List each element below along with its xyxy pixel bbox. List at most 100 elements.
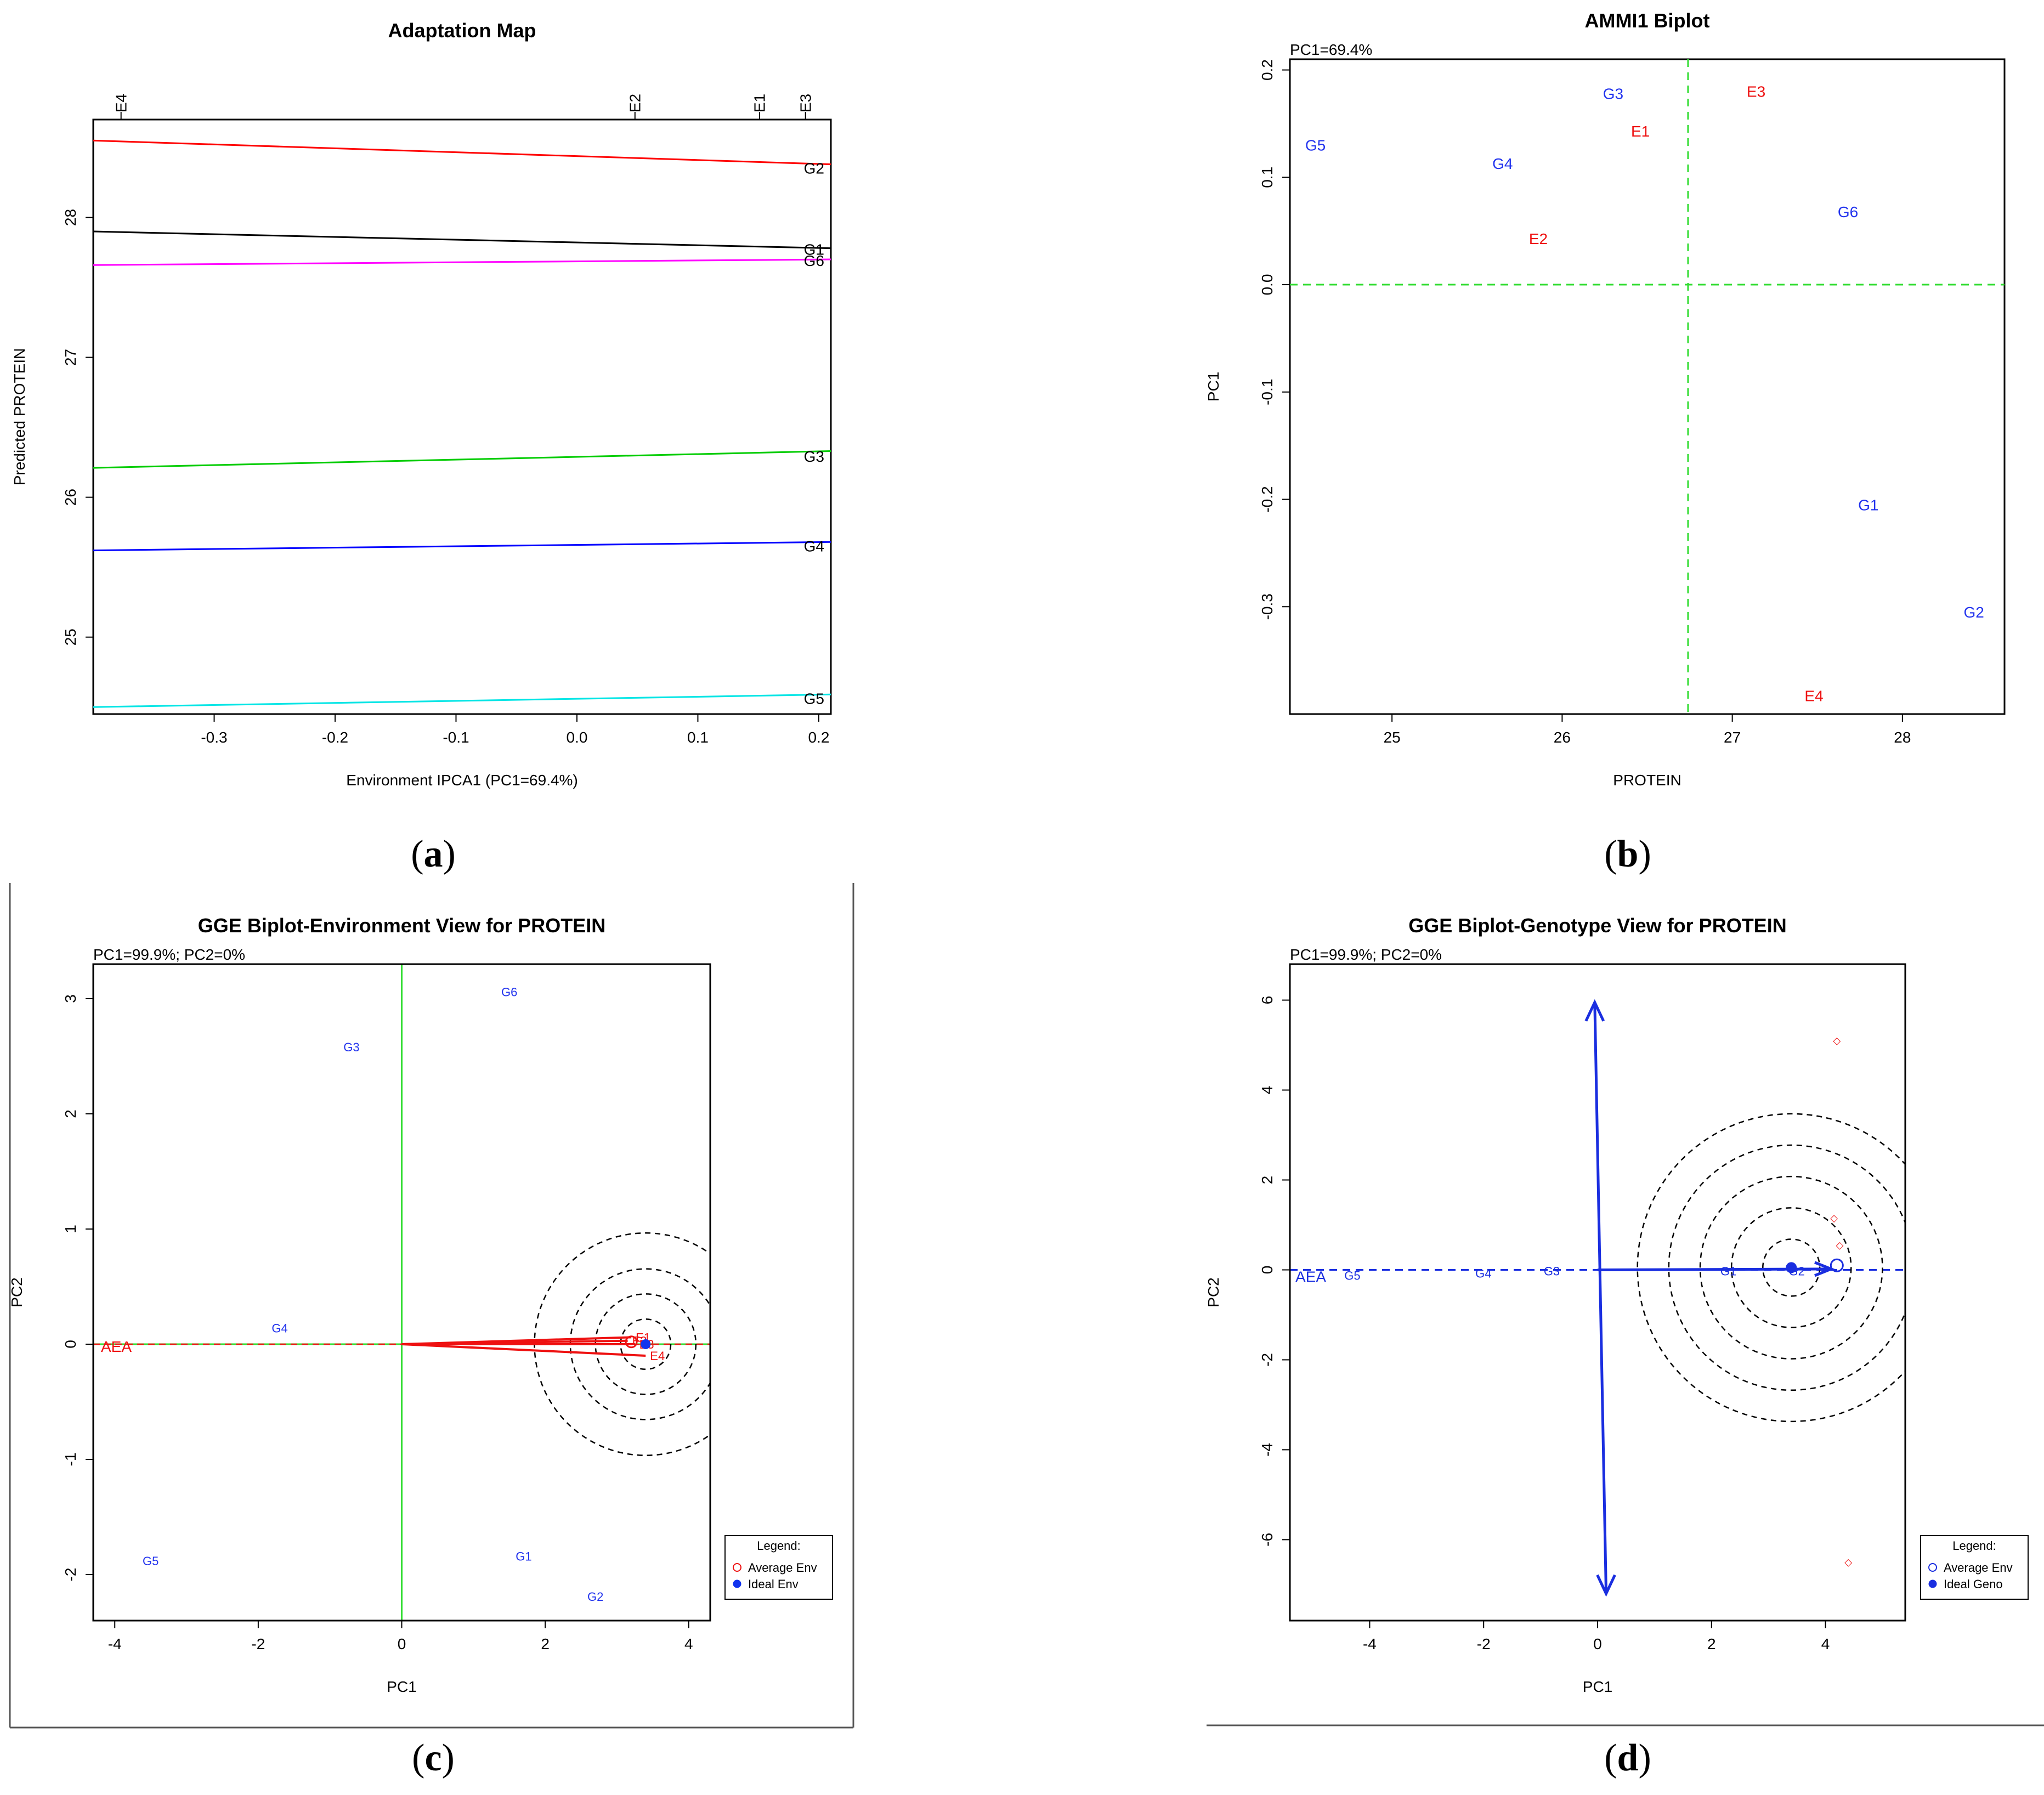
series-end-label-g6: G6 [804,252,824,269]
y-tick-label: -0.2 [1259,486,1276,512]
y-tick-label: -2 [62,1568,79,1582]
y-tick-label: 28 [62,209,79,226]
environment-marker-4: ◇ [1844,1556,1852,1567]
point-label-e4: E4 [1804,688,1823,705]
x-tick-label: 0 [1593,1635,1602,1652]
x-tick-label: -0.3 [201,729,227,746]
concentric-circle [1762,1238,1821,1297]
legend-item-average: Average Env [748,1561,817,1575]
y-tick-label: 1 [62,1225,79,1233]
ammi1-biplot-panel: 25 26 27 28 -0.3 -0.2 -0.1 0.0 0.1 0.2 AMMI1 Biplo… [1205,9,2006,789]
point-label-g3: G3 [1603,86,1623,103]
y-tick-label: -2 [1259,1353,1276,1367]
chart-title: GGE Biplot-Genotype View for PROTEIN [1408,914,1786,937]
genotype-label-g2: G2 [1789,1265,1805,1278]
x-axis-label: PC1 [387,1678,416,1695]
genotype-label-g1: G1 [1720,1265,1736,1278]
y-tick-label: 0.1 [1259,167,1276,188]
legend-box [724,1535,833,1600]
series-line-g2 [93,139,831,166]
ideal-environment-marker [641,1339,651,1349]
x-tick-label: 2 [541,1635,550,1652]
concentric-circle [1730,1207,1852,1328]
y-tick-label: 4 [1259,1086,1276,1095]
concentric-circle [1637,1113,1905,1423]
average-environment-marker [1830,1258,1844,1272]
plot-area: ◇ ◇ ◇ ◇ G5 G4 G3 G1 G2 [1290,999,1905,1597]
point-label-g4: G4 [1492,155,1513,172]
x-tick-label: -0.1 [443,729,469,746]
y-tick-label: 25 [62,628,79,645]
legend-average-marker [1928,1563,1937,1572]
genotype-label-g6: G6 [501,985,517,999]
chart-title: Adaptation Map [388,19,536,42]
legend-item-ideal: Ideal Geno [1944,1577,2003,1591]
x-tick-label: 26 [1554,729,1571,746]
x-tick-label: -2 [251,1635,265,1652]
concentric-circle [594,1293,697,1395]
caption-d: (d) [1604,1737,1651,1779]
point-label-g1: G1 [1858,496,1878,513]
genotype-label-g5: G5 [143,1554,158,1568]
point-label-g2: G2 [1963,604,1984,621]
top-axis-label: E2 [627,94,644,112]
y-tick-label: -1 [62,1453,79,1466]
series-end-label-g2: G2 [804,160,824,177]
y-tick-label: 2 [1259,1176,1276,1185]
concentric-circle [620,1318,672,1371]
point-label-g5: G5 [1305,137,1326,154]
environment-marker-3: ◇ [1836,1239,1844,1250]
x-axis-label: Environment IPCA1 (PC1=69.4%) [346,772,578,789]
arrow-head-up [1584,999,1605,1022]
plot-frame [1289,963,1906,1622]
x-tick-label: -2 [1477,1635,1491,1652]
x-tick-label: 28 [1894,729,1911,746]
y-tick-label: 0 [1259,1266,1276,1275]
top-axis-label: E4 [113,94,130,112]
genotype-label-g2: G2 [587,1590,603,1604]
legend-item-ideal: Ideal Env [748,1577,799,1591]
caption-c: (c) [412,1737,455,1779]
legend-box [1920,1535,2029,1600]
legend-item-average: Average Env [1944,1561,2013,1575]
concentric-circle [1699,1175,1883,1360]
panel-captions: (a) (b) (c) (d) [411,833,1651,1779]
legend-ideal-marker [1928,1579,1937,1588]
genotype-label-g4: G4 [271,1322,287,1335]
plot-area: E1E2E3E4G6G3G4G5G1G2 [93,964,710,1621]
chart-title: GGE Biplot-Environment View for PROTEIN [198,914,605,937]
genotype-label-g1: G1 [516,1549,531,1563]
x-tick-label: 0.1 [687,729,709,746]
point-label-e1: E1 [1631,123,1650,140]
series-line-g3 [93,450,831,469]
point-label-g6: G6 [1838,203,1858,220]
series-line-g6 [93,258,831,266]
x-tick-label: 0.2 [808,729,829,746]
y-tick-label: 6 [1259,996,1276,1005]
caption-a: (a) [411,833,456,875]
point-label-e2: E2 [1529,230,1548,247]
chart-subtitle: PC1=69.4% [1290,41,1372,58]
gge-genotype-view-panel: ◇ ◇ ◇ ◇ G5 G4 G3 G1 G2 AEA -4 -2 0 2 4 -6 -4 -2 0 2 4 6 GGE Bi… [1205,914,2029,1695]
y-axis-label: PC1 [1205,372,1222,401]
environment-marker-2: ◇ [1830,1213,1838,1224]
y-tick-label: 26 [62,489,79,506]
point-label-e3: E3 [1747,83,1765,100]
y-axis-label: PC2 [1205,1277,1222,1307]
y-tick-label: 0.2 [1259,59,1276,81]
series-line-g1 [93,230,831,250]
environment-label-e4: E4 [650,1349,665,1363]
series-end-label-g1: G1 [804,241,824,258]
genotype-label-g3: G3 [1544,1265,1560,1278]
x-tick-label: 4 [1821,1635,1830,1652]
y-tick-label: 0.0 [1259,274,1276,296]
x-tick-label: -4 [108,1635,122,1652]
chart-title: AMMI1 Biplot [1585,9,1710,32]
chart-subtitle: PC1=99.9%; PC2=0% [1290,946,1442,963]
genotype-label-g5: G5 [1344,1269,1360,1283]
y-tick-label: 27 [62,349,79,366]
y-tick-label: -0.1 [1259,379,1276,405]
caption-b: (b) [1604,833,1651,875]
average-environment-marker [625,1335,638,1349]
